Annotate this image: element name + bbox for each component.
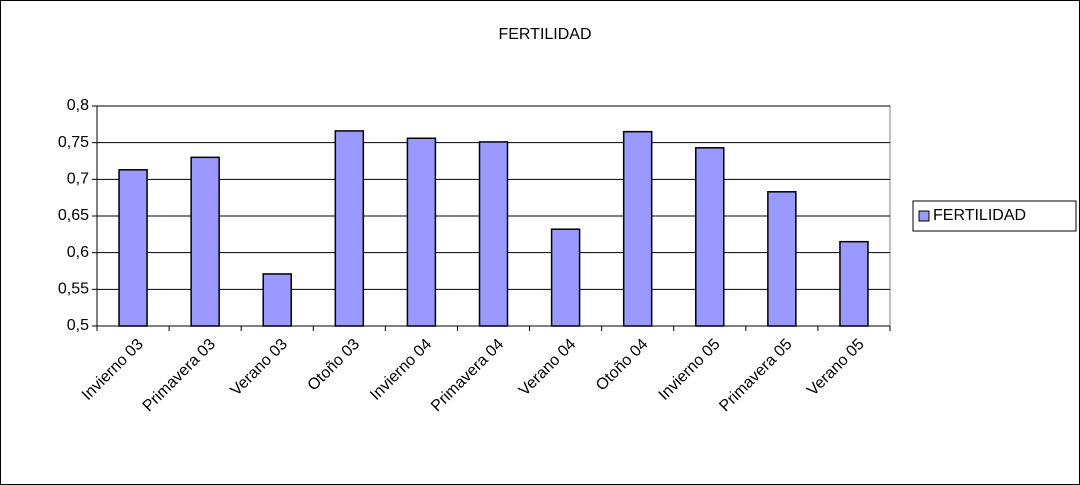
bar <box>550 228 581 327</box>
legend-box <box>912 200 1077 232</box>
legend-label: FERTILIDAD <box>933 207 1026 224</box>
bar <box>262 273 292 327</box>
y-tick-label: 0,8 <box>67 97 89 114</box>
y-tick-label: 0,6 <box>67 244 89 261</box>
y-tick-label: 0,5 <box>67 317 89 334</box>
bar <box>190 156 220 327</box>
bar <box>118 169 148 327</box>
y-tick-label: 0,65 <box>58 207 89 224</box>
bar <box>334 130 365 327</box>
bar <box>767 191 797 327</box>
y-tick-label: 0,75 <box>58 134 89 151</box>
y-tick-label: 0,55 <box>58 281 89 298</box>
bar <box>839 240 869 327</box>
bar <box>406 137 437 327</box>
y-tick-label: 0,7 <box>67 171 89 188</box>
legend-swatch <box>918 210 930 222</box>
chart-title: FERTILIDAD <box>498 26 591 43</box>
bar <box>695 147 725 327</box>
bar <box>478 141 509 327</box>
bar <box>622 130 653 327</box>
